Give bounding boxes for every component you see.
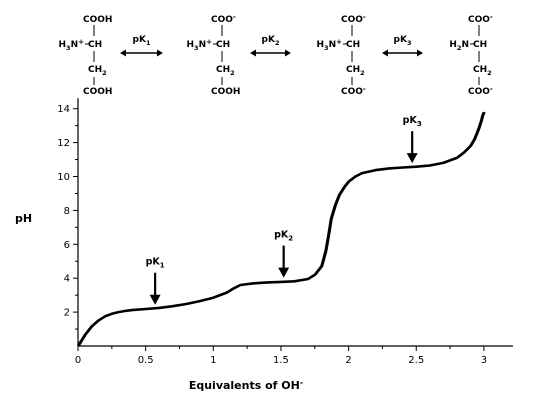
bottom-group: COOH — [83, 87, 112, 97]
bottom-group: COOH — [211, 87, 240, 97]
equilibrium-label: pK3 — [394, 35, 412, 47]
double-arrow-head-left — [250, 49, 256, 57]
amine-group: H3N+ — [59, 38, 85, 52]
y-tick-label: 10 — [57, 172, 70, 183]
double-arrow-head-right — [157, 49, 163, 57]
amine-group: H3N+ — [187, 38, 213, 52]
y-tick-label: 14 — [57, 104, 70, 115]
series-line-shadow — [78, 111, 486, 347]
x-tick-label: 2 — [345, 355, 351, 366]
alpha-carbon: CH — [216, 40, 230, 50]
equilibrium-2: pK2 — [250, 35, 291, 57]
double-arrow-head-left — [120, 49, 126, 57]
x-tick-label: 1.5 — [273, 355, 289, 366]
top-group: COO- — [341, 13, 366, 25]
double-arrow-head-right — [417, 49, 423, 57]
alpha-carbon: CH — [88, 40, 102, 50]
x-tick-label: 0 — [75, 355, 81, 366]
pk-annotations: pK1 pK2 pK3 — [146, 115, 422, 305]
pk-arrow-head — [149, 294, 161, 305]
y-tick-label: 2 — [64, 308, 70, 319]
pk-label: pK2 — [274, 230, 293, 243]
pk-arrow-head — [406, 153, 418, 164]
equilibrium-label: pK1 — [133, 35, 151, 47]
axis-labels: Equivalents of OH-pH — [15, 212, 303, 392]
amine-group: H2N — [449, 40, 469, 52]
pk-arrow-head — [278, 267, 290, 278]
y-axis-label: pH — [15, 212, 32, 225]
side-chain-group: CH2 — [88, 65, 107, 77]
y-tick-label: 4 — [64, 274, 70, 285]
top-group: COO- — [211, 13, 236, 25]
top-group: COO- — [468, 13, 493, 25]
x-tick-label: 1 — [210, 355, 216, 366]
side-chain-group: CH2 — [473, 65, 492, 77]
x-axis-label: Equivalents of OH- — [189, 378, 303, 392]
double-arrow-head-right — [285, 49, 291, 57]
y-tick-label: 8 — [64, 206, 70, 217]
pk-label: pK1 — [146, 257, 165, 270]
titration-curve — [76, 111, 486, 347]
y-tick-label: 12 — [57, 138, 70, 149]
pk-label: pK3 — [403, 115, 422, 128]
side-chain-group: CH2 — [346, 65, 365, 77]
equilibrium-label: pK2 — [262, 35, 280, 47]
y-tick-label: 6 — [64, 240, 70, 251]
alpha-carbon: CH — [346, 40, 360, 50]
amine-group: H3N+ — [317, 38, 343, 52]
double-arrow-head-left — [382, 49, 388, 57]
structure-3: COO- H3N+ CH CH2 COO- — [317, 13, 366, 97]
side-chain-group: CH2 — [216, 65, 235, 77]
structure-4: COO- H2N CH CH2 COO- — [449, 13, 493, 97]
axes: 0 0.5 1 1.5 2 2.5 3 2 4 6 8 10 12 14 — [57, 98, 513, 366]
bottom-group: COO- — [341, 85, 366, 97]
equilibrium-1: pK1 — [120, 35, 163, 57]
equilibrium-3: pK3 — [382, 35, 423, 57]
alpha-carbon: CH — [473, 40, 487, 50]
top-group: COOH — [83, 15, 112, 25]
x-tick-label: 3 — [481, 355, 487, 366]
bottom-group: COO- — [468, 85, 493, 97]
equilibrium-arrows: pK1 pK2 pK3 — [120, 35, 423, 57]
structure-2: COO- H3N+ CH CH2 COOH — [187, 13, 241, 97]
x-tick-label: 2.5 — [408, 355, 424, 366]
x-tick-label: 0.5 — [138, 355, 154, 366]
structure-1: COOH H3N+ CH CH2 COOH — [59, 15, 113, 97]
